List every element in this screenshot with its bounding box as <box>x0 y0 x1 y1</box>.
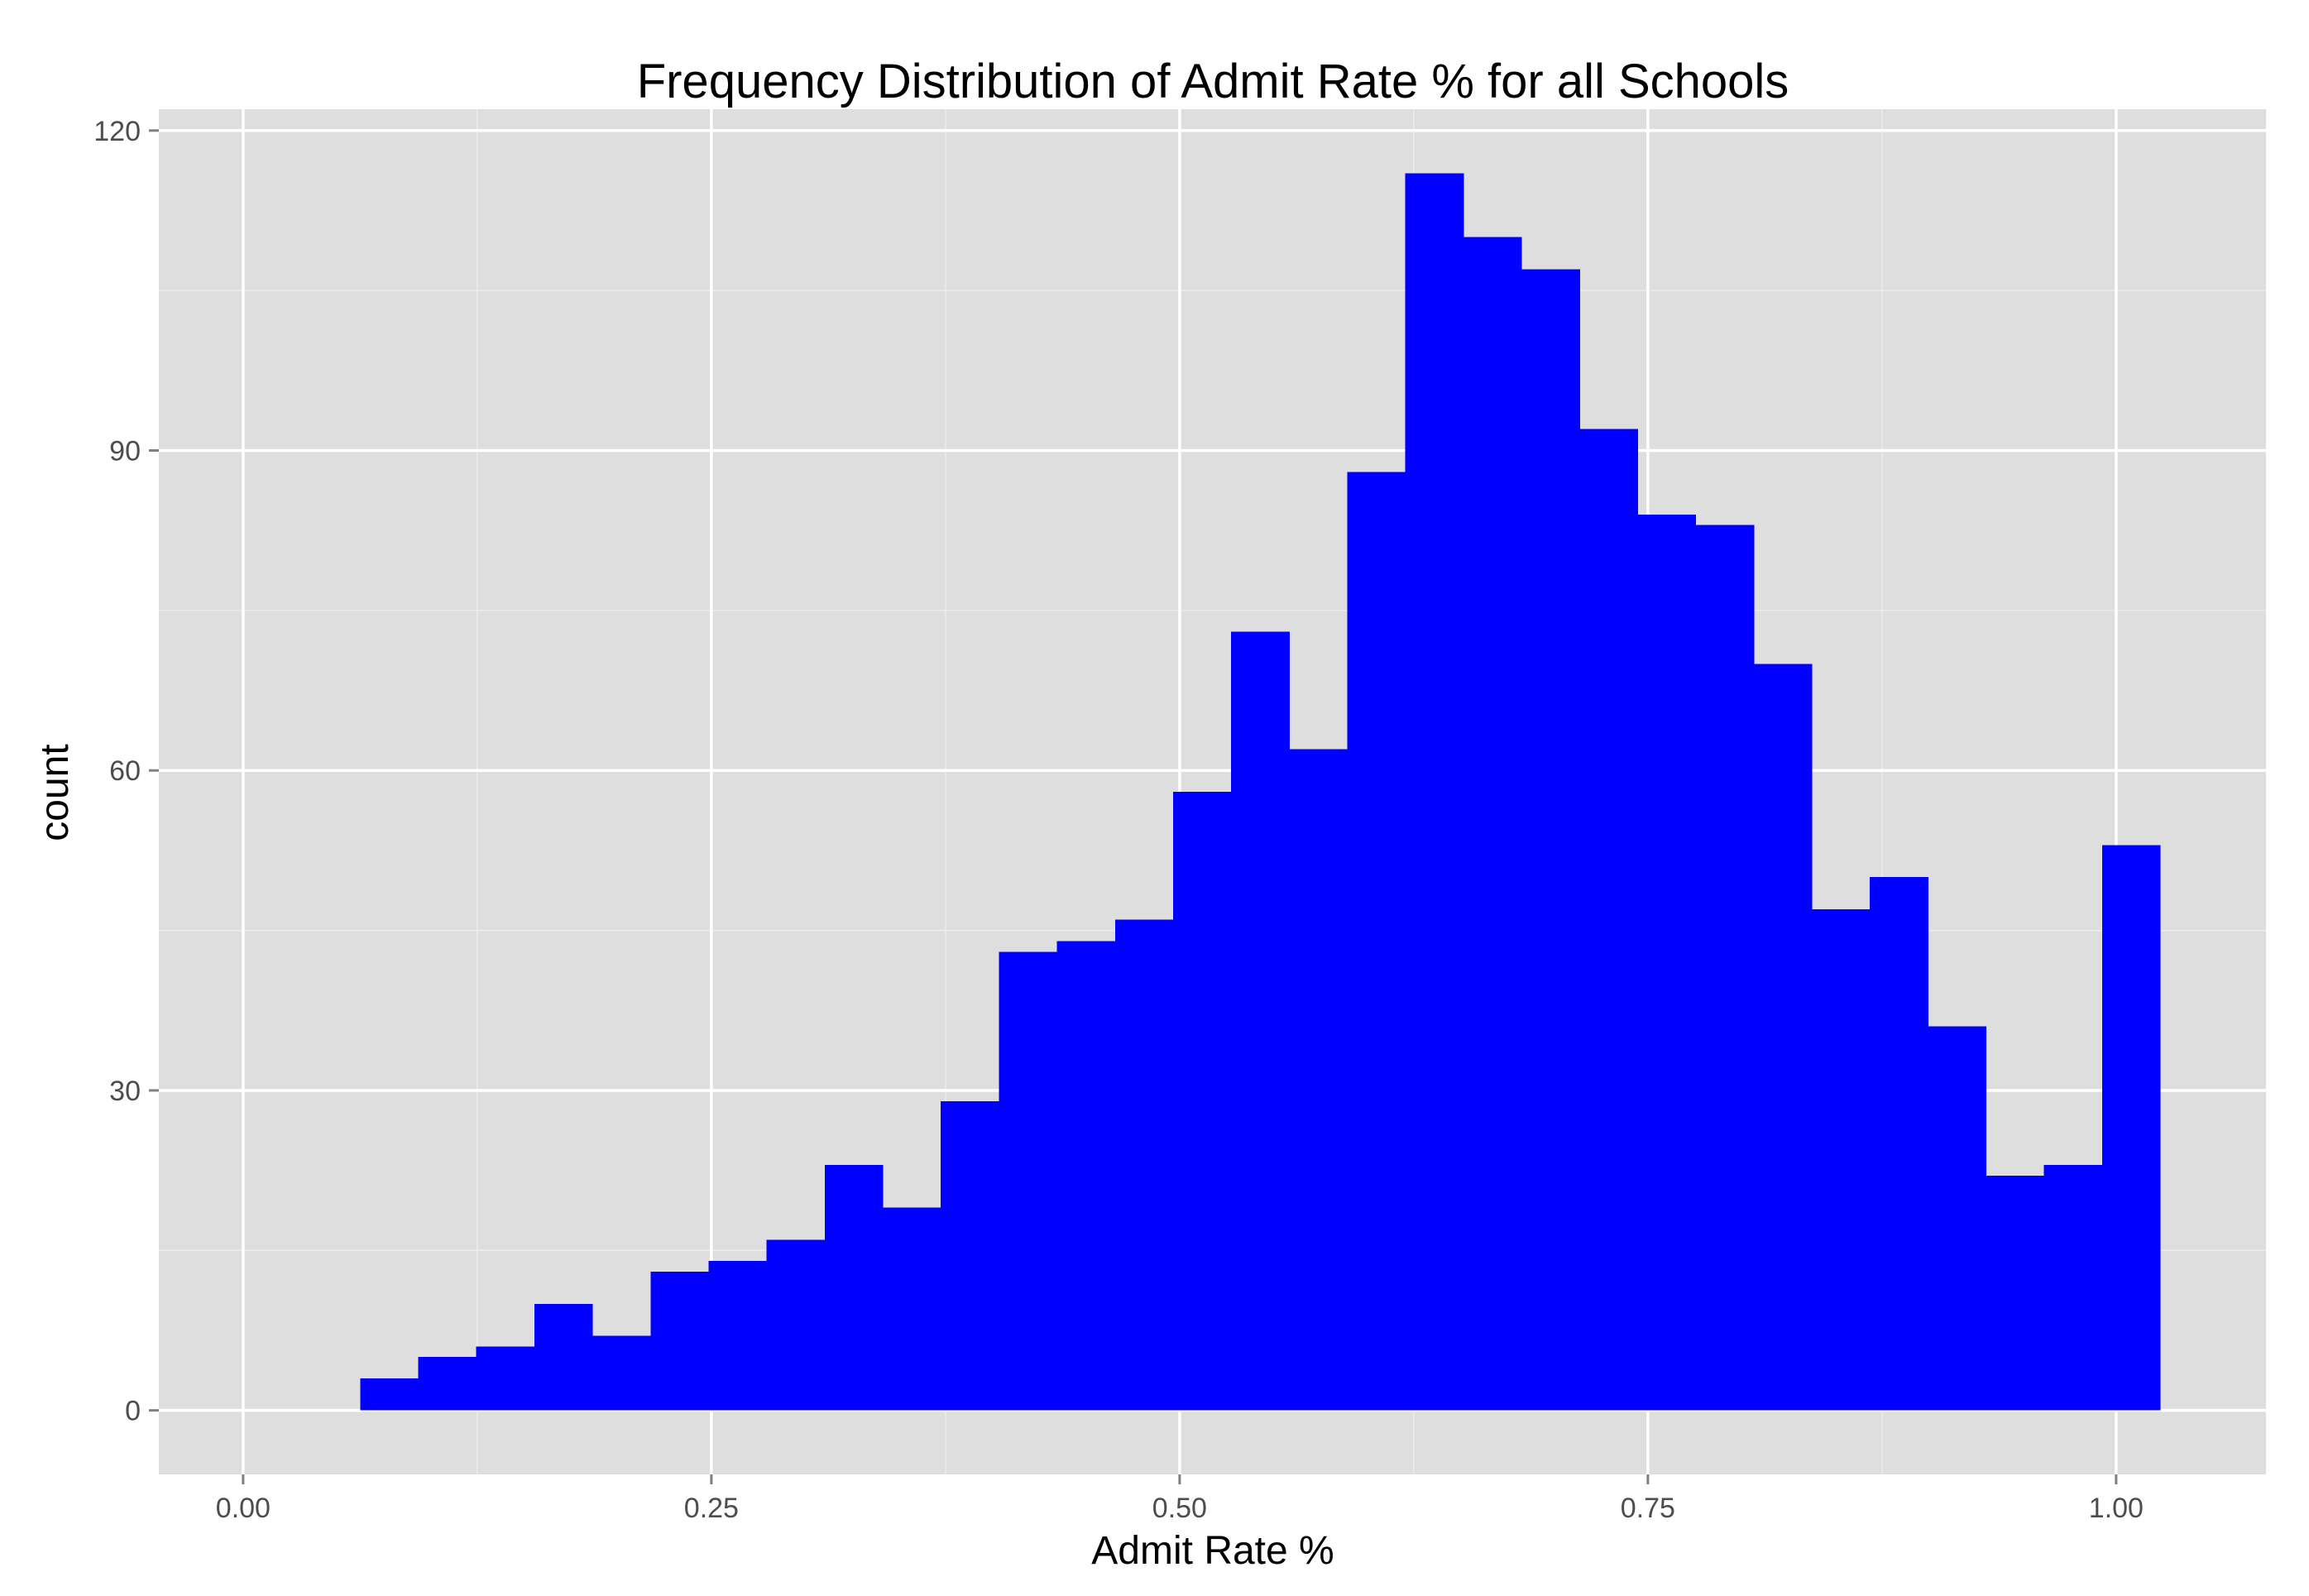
histogram-bar <box>1463 237 1522 1411</box>
histogram-bar <box>999 951 1058 1411</box>
x-tick-label: 0.25 <box>684 1493 739 1524</box>
histogram-bar <box>2101 845 2161 1411</box>
histogram-bar <box>534 1303 593 1411</box>
y-tick-label: 60 <box>109 755 141 787</box>
histogram-bar <box>883 1207 941 1411</box>
histogram-bar <box>1114 919 1174 1411</box>
histogram-bar <box>1637 514 1697 1411</box>
x-tick-label: 0.00 <box>216 1493 271 1524</box>
histogram-bar <box>1753 664 1813 1411</box>
histogram-bar <box>941 1100 1000 1411</box>
y-tick-label: 30 <box>109 1076 141 1107</box>
histogram-bar <box>1928 1026 1987 1411</box>
x-axis-ticks: 0.00 0.25 0.50 0.75 1.00 <box>216 1474 2144 1524</box>
y-axis-ticks: 0 30 60 90 120 <box>93 116 159 1427</box>
histogram-bar <box>1347 472 1406 1411</box>
x-tick-label: 1.00 <box>2089 1493 2144 1524</box>
histogram-bar <box>1405 173 1464 1411</box>
histogram-bar <box>824 1165 884 1411</box>
x-tick-label: 0.75 <box>1621 1493 1675 1524</box>
histogram-bars <box>360 173 2161 1411</box>
histogram-bar <box>1056 941 1116 1411</box>
histogram-bar <box>1521 269 1580 1411</box>
histogram-bar <box>418 1357 477 1411</box>
histogram-bar <box>1231 631 1290 1411</box>
histogram-bar <box>650 1272 710 1411</box>
histogram-bar <box>1811 908 1871 1411</box>
histogram-bar <box>1695 525 1755 1411</box>
y-tick-label: 120 <box>93 116 141 147</box>
histogram-bar <box>592 1335 651 1411</box>
histogram-bar <box>1579 429 1639 1411</box>
histogram-bar <box>2043 1165 2103 1411</box>
histogram-bar <box>1289 749 1349 1411</box>
histogram-bar <box>1986 1176 2045 1411</box>
y-tick-label: 90 <box>109 436 141 467</box>
x-axis-title: Admit Rate % <box>1091 1529 1334 1573</box>
histogram-bar <box>476 1346 535 1411</box>
histogram-bar <box>360 1378 419 1411</box>
histogram-bar <box>766 1239 826 1411</box>
chart-title: Frequency Distribution of Admit Rate % f… <box>637 55 1789 108</box>
histogram-bar <box>1172 792 1232 1411</box>
y-tick-label: 0 <box>125 1396 141 1427</box>
histogram-bar <box>708 1261 768 1411</box>
histogram-bar <box>1870 877 1928 1411</box>
x-tick-label: 0.50 <box>1152 1493 1207 1524</box>
y-axis-title: count <box>33 744 77 841</box>
